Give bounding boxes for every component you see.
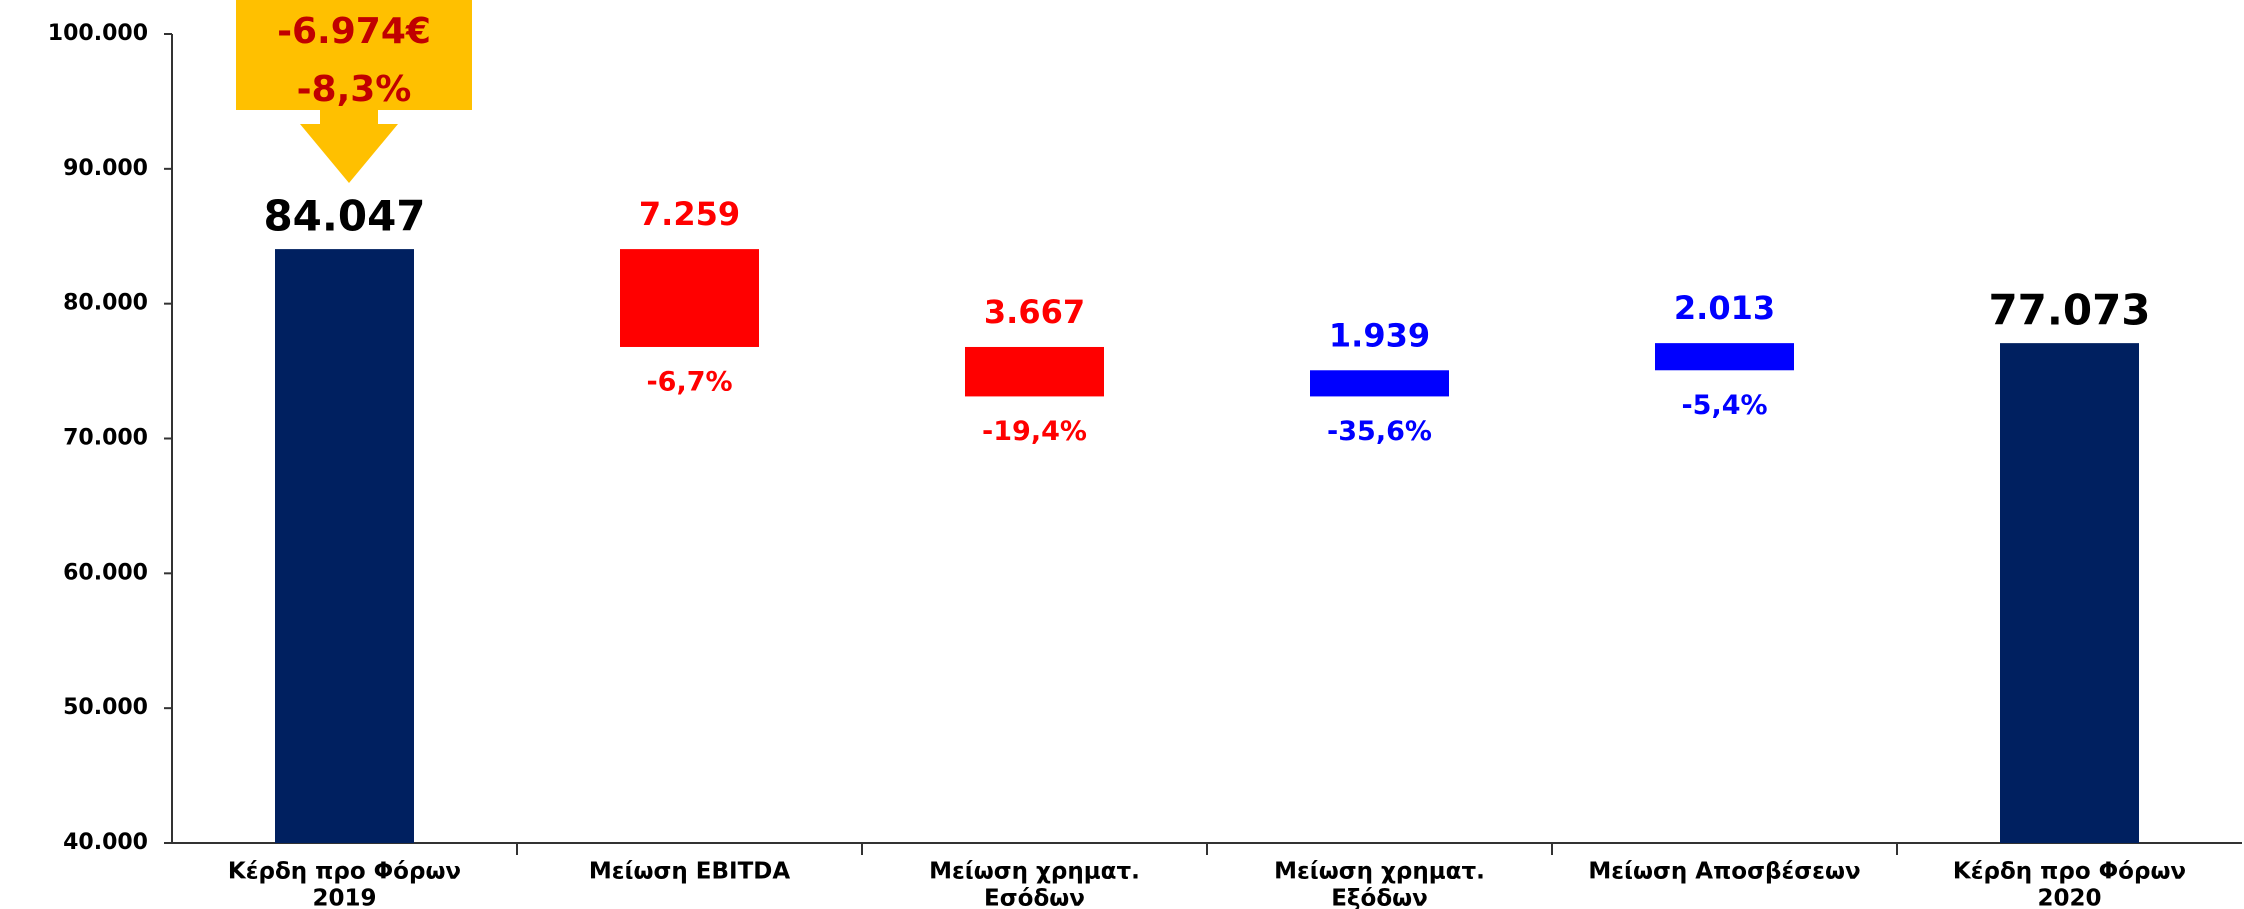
y-tick-label: 70.000 (63, 426, 148, 451)
y-tick-label: 50.000 (63, 695, 148, 720)
percent-label: -35,6% (1327, 416, 1432, 447)
y-tick-label: 100.000 (48, 21, 148, 46)
value-label: 2.013 (1674, 289, 1775, 327)
callout-text: -6.974€ (277, 11, 431, 52)
x-tick-label: Μείωση Αποσβέσεων (1588, 859, 1860, 885)
percent-label: -5,4% (1681, 390, 1767, 421)
x-tick-label: 2019 (312, 886, 376, 909)
y-tick-label: 60.000 (63, 560, 148, 585)
x-tick-label: Κέρδη προ Φόρων (228, 859, 461, 885)
x-tick-label: Εσόδων (984, 886, 1085, 909)
x-tick-label: Μείωση χρηματ. (1274, 859, 1485, 885)
x-tick-label: Εξόδων (1331, 886, 1428, 909)
y-tick-label: 90.000 (63, 156, 148, 181)
bar (275, 249, 414, 843)
y-tick-label: 80.000 (63, 291, 148, 316)
value-label: 3.667 (984, 293, 1085, 331)
bar (965, 346, 1104, 397)
value-label: 7.259 (639, 195, 740, 233)
percent-label: -6,7% (646, 366, 732, 397)
bar (1655, 343, 1794, 371)
x-tick-label: Κέρδη προ Φόρων (1953, 859, 2186, 885)
callout-arrow (300, 110, 398, 183)
callout-box (236, 0, 472, 110)
bar (1310, 370, 1449, 397)
x-tick-label: Μείωση χρηματ. (929, 859, 1140, 885)
x-tick-label: Μείωση EBITDA (589, 859, 791, 885)
bar (620, 249, 759, 347)
y-tick-label: 40.000 (63, 830, 148, 855)
callout-text: -8,3% (297, 69, 412, 110)
value-label: 77.073 (1988, 286, 2150, 335)
percent-label: -19,4% (982, 416, 1087, 447)
bar (2000, 343, 2139, 843)
value-label: 84.047 (263, 192, 425, 241)
value-label: 1.939 (1329, 316, 1430, 354)
x-tick-label: 2020 (2037, 886, 2101, 909)
